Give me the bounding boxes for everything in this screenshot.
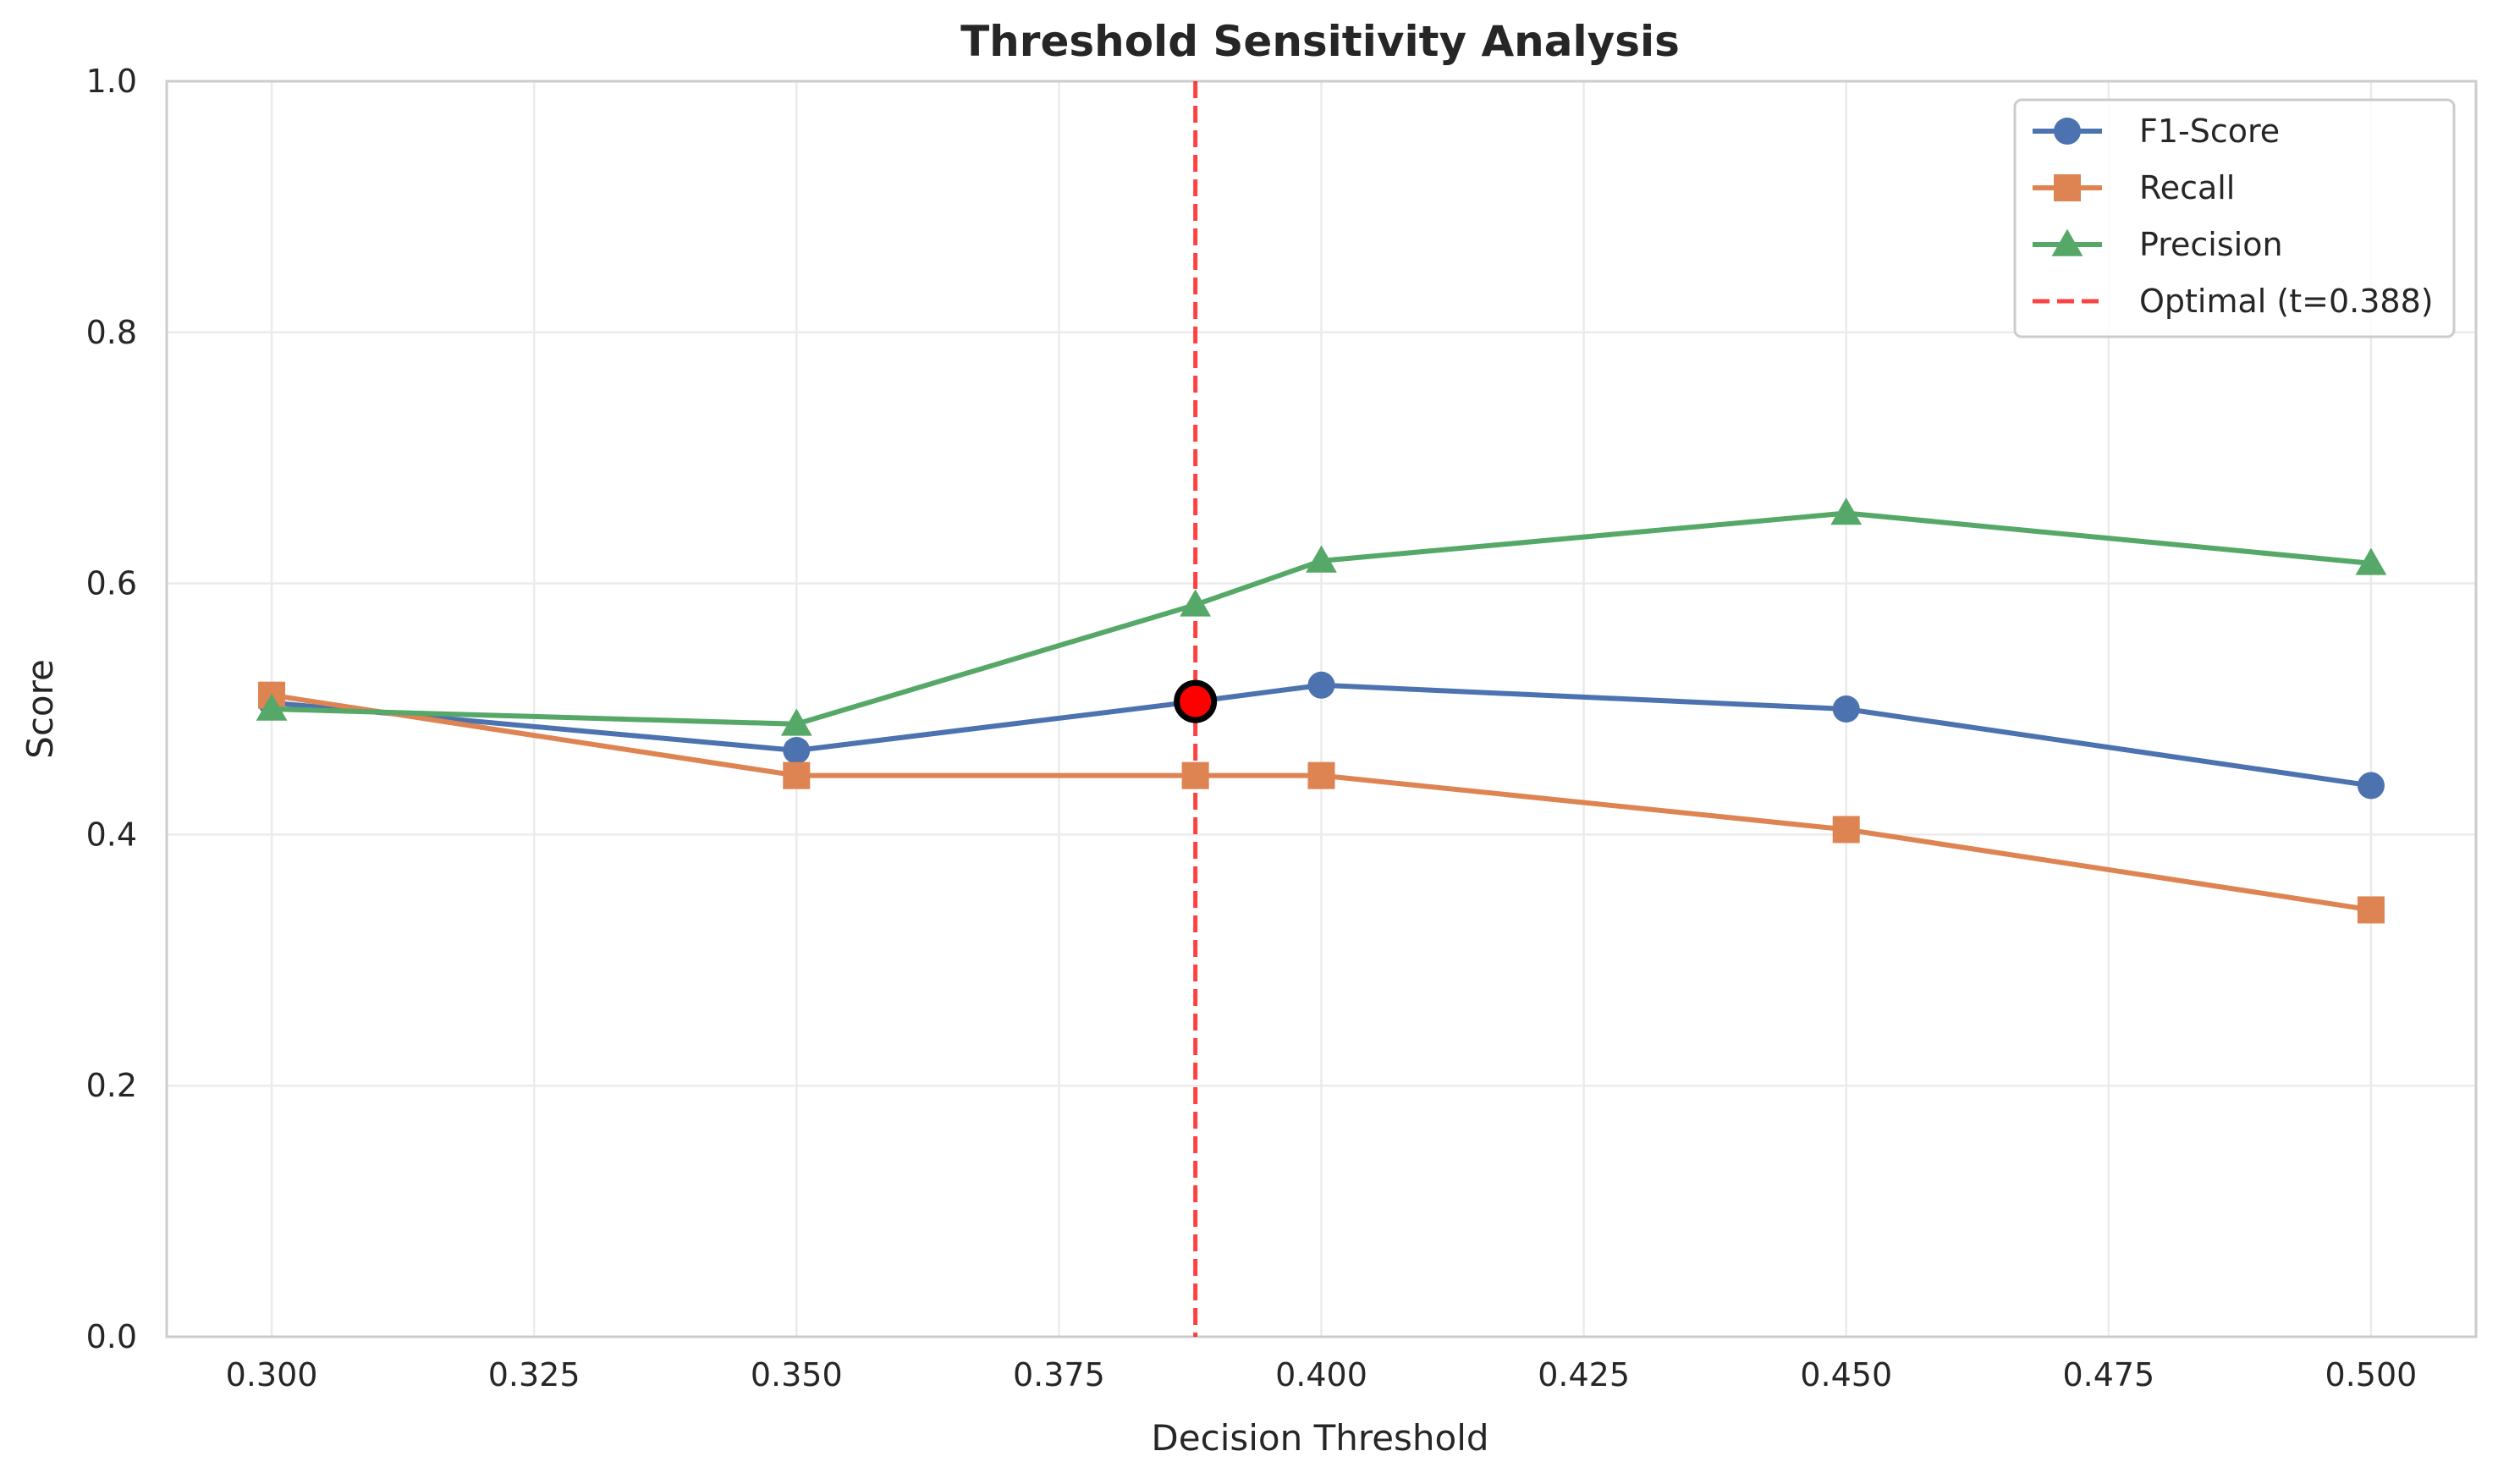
legend-item: F1-Score [2033,113,2280,150]
x-tick-label: 0.375 [1013,1356,1105,1393]
data-point [256,693,288,721]
data-point [783,761,811,789]
y-tick-label: 0.8 [86,314,137,351]
series-line [271,692,2372,913]
plot-frame [165,80,2478,1338]
x-tick-label: 0.325 [488,1356,580,1393]
x-tick-label: 0.425 [1538,1356,1630,1393]
x-tick-label: 0.300 [226,1356,318,1393]
y-tick-labels: 0.0 0.2 0.4 0.6 0.8 1.0 [86,63,137,1355]
data-point [1306,545,1337,573]
x-tick-label: 0.350 [751,1356,843,1393]
x-axis-label: Decision Threshold [1151,1417,1488,1459]
x-tick-label: 0.450 [1800,1356,1892,1393]
series-group [256,497,2387,924]
data-point [2355,547,2387,575]
optimal-point [1174,679,1218,723]
legend-label: Optimal (t=0.388) [2139,283,2434,320]
data-point [1832,816,1860,844]
x-tick-labels: 0.300 0.325 0.350 0.375 0.400 0.425 0.450 0.475… [226,1356,2418,1393]
y-tick-label: 0.6 [86,565,137,602]
legend-marker [2054,118,2081,145]
data-point [1307,761,1335,789]
data-point [1181,761,1209,789]
data-point [1180,589,1212,617]
y-tick-label: 0.2 [86,1067,137,1104]
legend-marker [2051,228,2083,256]
legend-entries: F1-Score Recall Precision Optimal (t=0.388) [2033,113,2434,320]
data-point [1307,671,1335,699]
data-point [1832,695,1860,723]
legend-label: Precision [2139,226,2283,263]
data-point [1830,497,1862,525]
chart-title: Threshold Sensitivity Analysis [960,17,1680,66]
legend-label: F1-Score [2139,113,2280,150]
x-tick-label: 0.400 [1275,1356,1367,1393]
legend-item: Precision [2033,226,2283,263]
data-point [2357,772,2385,800]
legend-item: Recall [2033,169,2235,206]
legend-label: Recall [2139,169,2235,206]
data-point [783,736,811,764]
y-tick-label: 0.4 [86,816,137,853]
data-point [2357,896,2385,924]
legend-item: Optimal (t=0.388) [2033,283,2434,320]
series-line [271,510,2372,727]
x-tick-label: 0.500 [2325,1356,2418,1393]
series-line [271,682,2372,789]
legend: F1-Score Recall Precision Optimal (t=0.388) [2013,98,2456,338]
y-tick-label: 0.0 [86,1318,137,1355]
series-precision [256,497,2387,736]
data-point [780,708,812,736]
optimal-point-group [1174,679,1218,723]
legend-marker [2054,174,2081,201]
series-recall [258,681,2385,924]
legend-box [2013,98,2456,338]
y-tick-label: 1.0 [86,63,137,100]
y-axis-label: Score [19,659,61,759]
x-tick-label: 0.475 [2062,1356,2154,1393]
